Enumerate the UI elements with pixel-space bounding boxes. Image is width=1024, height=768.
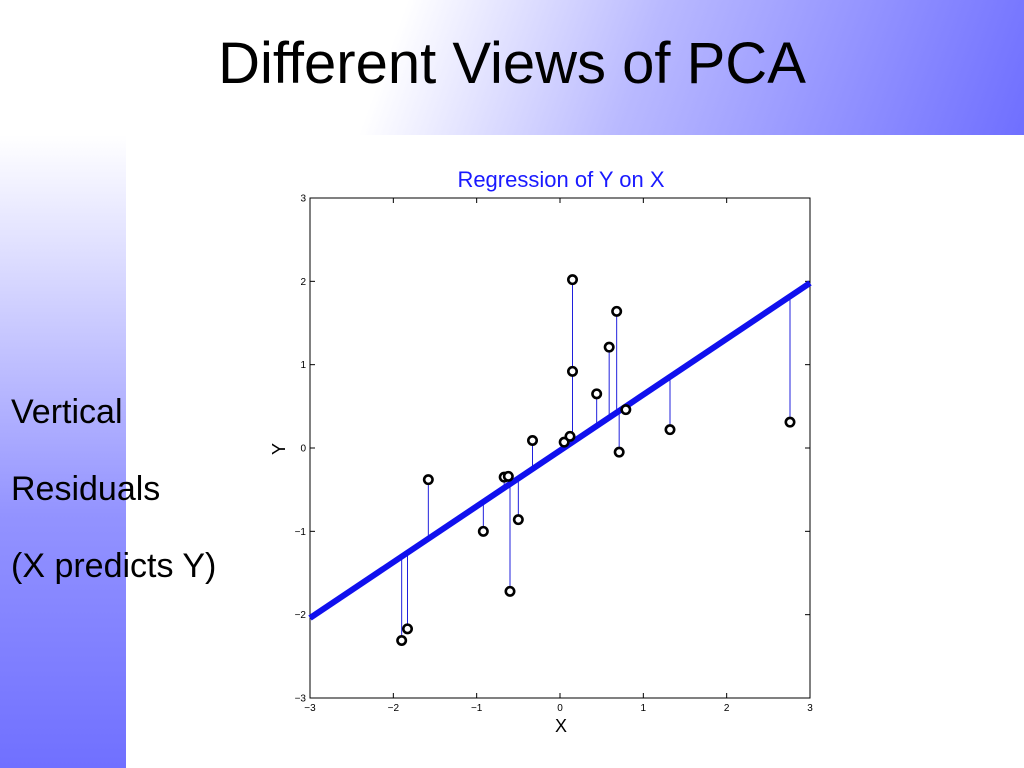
data-point: [566, 274, 578, 286]
left-gradient-band: [0, 135, 126, 768]
data-point: [422, 474, 434, 486]
data-point: [502, 470, 514, 482]
x-axis-label: X: [555, 716, 567, 736]
data-point: [566, 365, 578, 377]
data-point: [603, 341, 615, 353]
data-point: [401, 623, 413, 635]
data-point: [512, 514, 524, 526]
data-point: [591, 388, 603, 400]
data-point: [611, 305, 623, 317]
x-tick-label: 2: [724, 703, 730, 714]
x-tick-label: 3: [807, 703, 813, 714]
data-point: [477, 525, 489, 537]
x-tick-label: 0: [557, 703, 563, 714]
y-tick-label: 0: [300, 444, 306, 455]
data-point: [564, 430, 576, 442]
side-text-line-1: Vertical: [11, 393, 123, 431]
y-tick-label: −3: [295, 694, 307, 705]
data-point: [613, 446, 625, 458]
regression-line: [308, 280, 812, 621]
y-tick-label: −1: [295, 527, 307, 538]
side-text-line-3: (X predicts Y): [11, 547, 217, 585]
data-point: [504, 585, 516, 597]
data-point: [784, 416, 796, 428]
chart-title: Regression of Y on X: [457, 167, 664, 192]
data-point: [396, 634, 408, 646]
x-tick-label: −1: [471, 703, 483, 714]
y-tick-label: 1: [300, 360, 306, 371]
data-point: [664, 424, 676, 436]
y-tick-label: 2: [300, 277, 306, 288]
x-tick-label: 1: [641, 703, 647, 714]
side-text-line-2: Residuals: [11, 470, 161, 508]
plot-area: −3 −2 −1 0 1 2 3 −3 −2 −1 0 1 2 3: [295, 194, 814, 715]
y-tick-label: 3: [300, 194, 306, 205]
y-tick-label: −2: [295, 610, 307, 621]
title-gradient-band: [0, 0, 1024, 135]
x-tick-label: −2: [388, 703, 400, 714]
x-tick-label: −3: [304, 703, 316, 714]
data-point: [620, 404, 632, 416]
y-axis-label: Y: [269, 443, 289, 455]
slide-title: Different Views of PCA: [218, 31, 806, 96]
data-point: [526, 434, 538, 446]
